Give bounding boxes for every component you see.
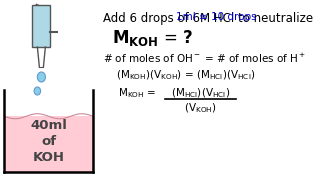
Text: (M$_\mathregular{KOH}$)(V$_\mathregular{KOH}$) = (M$_\mathregular{HCl}$)(V$_\mat: (M$_\mathregular{KOH}$)(V$_\mathregular{… bbox=[116, 68, 255, 82]
Text: # of moles of OH$^-$ = # of moles of H$^+$: # of moles of OH$^-$ = # of moles of H$^… bbox=[103, 52, 307, 65]
Text: (M$_\mathregular{HCl}$)(V$_\mathregular{HCl}$): (M$_\mathregular{HCl}$)(V$_\mathregular{… bbox=[171, 86, 230, 100]
Bar bbox=[33, 5, 50, 47]
Text: (V$_\mathregular{KOH}$): (V$_\mathregular{KOH}$) bbox=[184, 101, 217, 115]
Text: 1ml ≅ 10 drops: 1ml ≅ 10 drops bbox=[176, 12, 257, 22]
Text: M$_\mathregular{KOH}$ =: M$_\mathregular{KOH}$ = bbox=[118, 86, 156, 100]
Circle shape bbox=[37, 72, 45, 82]
Text: $\mathbf{M_{KOH}}$ = $\mathbf{?}$: $\mathbf{M_{KOH}}$ = $\mathbf{?}$ bbox=[112, 28, 193, 48]
Bar bbox=[4, 116, 93, 172]
Circle shape bbox=[34, 87, 41, 95]
Text: Add 6 drops of 6M HCl to neutralize: Add 6 drops of 6M HCl to neutralize bbox=[103, 12, 314, 25]
Text: 40ml
of
KOH: 40ml of KOH bbox=[30, 119, 67, 164]
